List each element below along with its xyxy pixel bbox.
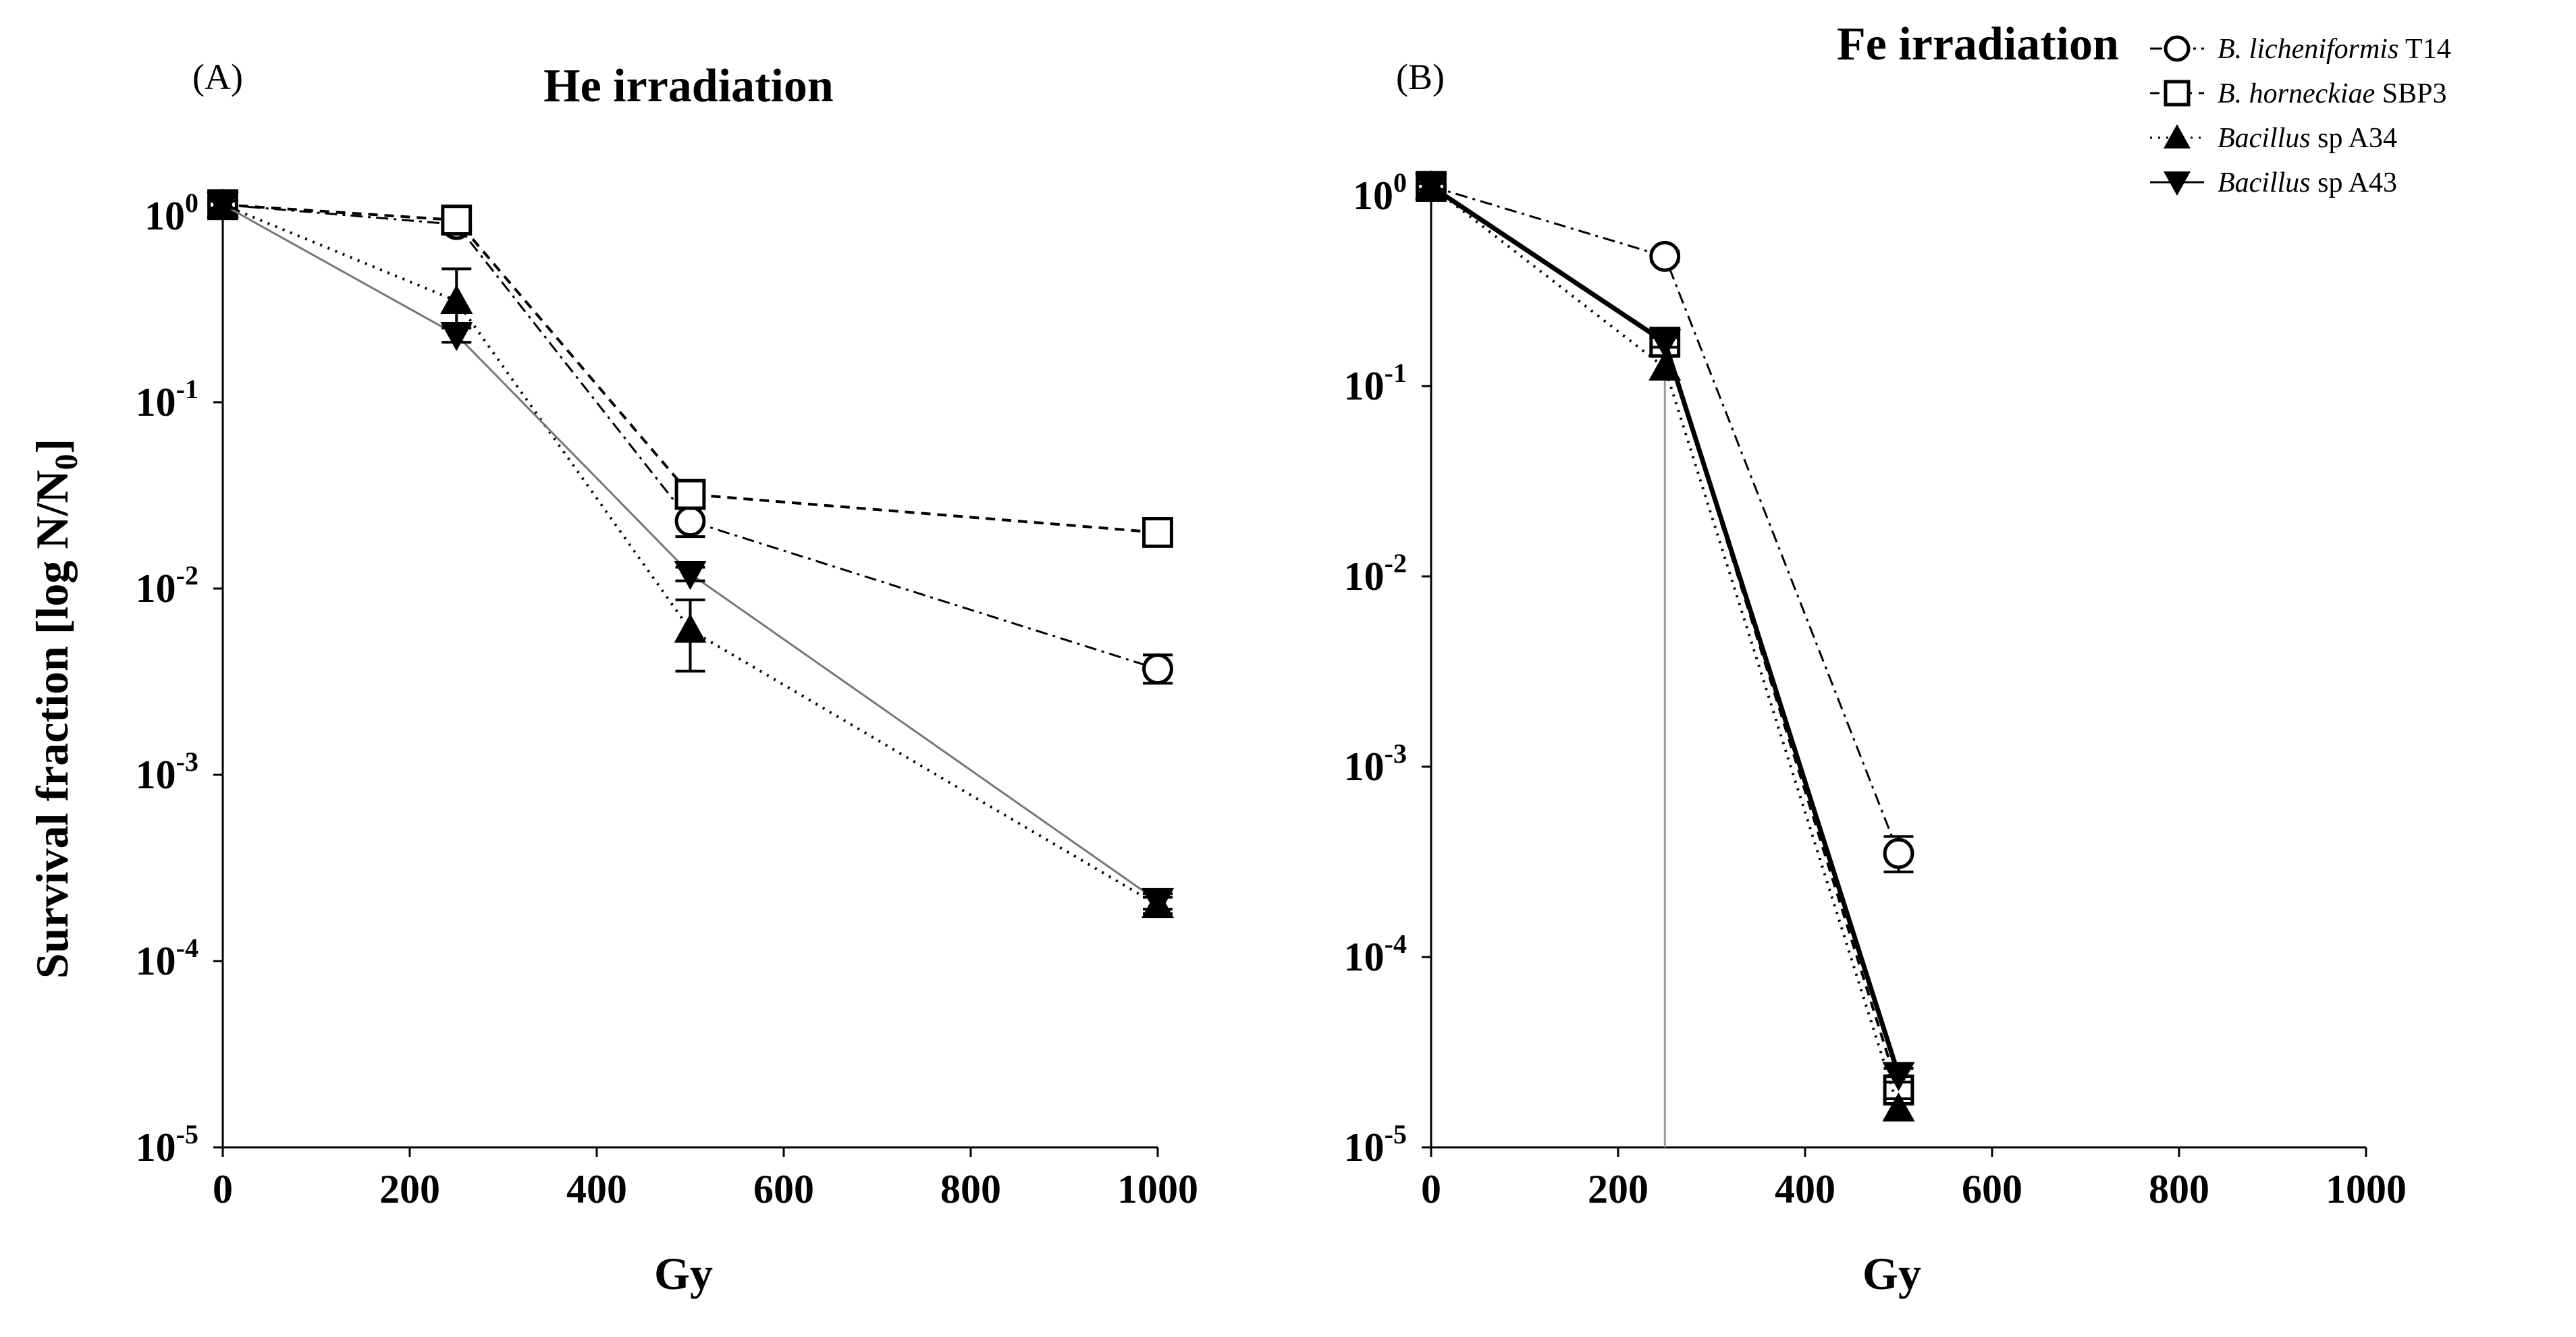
x-tick-label: 600	[753, 1167, 814, 1211]
data-point	[440, 321, 473, 352]
data-point	[207, 192, 239, 221]
x-tick-label: 400	[566, 1167, 627, 1211]
data-point	[1649, 240, 1681, 272]
data-point	[1882, 1062, 1915, 1091]
y-tick-label: 10-5	[136, 1119, 198, 1170]
y-tick-label: 10-1	[136, 374, 198, 425]
legend-label: Bacillus sp A43	[2218, 167, 2397, 198]
data-point	[1648, 329, 1682, 359]
series-line	[222, 203, 1158, 670]
x-tick-label: 1000	[1117, 1167, 1198, 1211]
series-line	[1430, 185, 1900, 854]
panel-label: (B)	[1396, 57, 1445, 97]
x-tick-label: 0	[1421, 1167, 1441, 1211]
legend-item: B. horneckiae SBP3	[2150, 78, 2446, 109]
data-point	[1142, 653, 1173, 685]
y-tick-label: 10-5	[1344, 1119, 1407, 1170]
legend-label: B. horneckiae SBP3	[2218, 78, 2446, 109]
x-axis-label: Gy	[1862, 1248, 1921, 1299]
series-line	[1430, 185, 1900, 1110]
y-tick-label: 10-2	[136, 560, 198, 611]
y-tick-label: 10-2	[1344, 548, 1407, 599]
y-tick-label: 10-4	[136, 933, 198, 983]
series-bacillus-sp-a34	[1415, 170, 1915, 1147]
panel-label: (A)	[192, 57, 243, 97]
x-tick-label: 0	[213, 1167, 233, 1211]
x-axis-label: Gy	[654, 1248, 713, 1299]
chart-title: Fe irradiation	[1837, 18, 2119, 70]
x-tick-label: 800	[940, 1167, 1001, 1211]
series-line	[222, 203, 1158, 902]
series-line	[222, 203, 1158, 534]
legend-item: Bacillus sp A43	[2150, 167, 2397, 198]
legend-item: Bacillus sp A34	[2150, 123, 2397, 154]
data-point	[441, 204, 473, 236]
x-tick-label: 600	[1962, 1167, 2022, 1211]
legend: B. licheniformis T14 B. horneckiae SBP3 Ba…	[2150, 34, 2451, 198]
panel-a: (A) He irradiation 100 10-1 10-2 10-3 10-4 10-5…	[26, 57, 1198, 1299]
x-tick-label: 200	[1588, 1167, 1648, 1211]
legend-label: B. licheniformis T14	[2218, 34, 2451, 65]
data-point	[1883, 838, 1914, 869]
y-tick-label: 10-4	[1344, 929, 1407, 979]
data-point	[1142, 517, 1173, 548]
data-point	[674, 613, 707, 643]
y-tick-label: 10-1	[1344, 358, 1407, 408]
x-tick-label: 800	[2149, 1167, 2209, 1211]
series-bacillus-sp-a34	[207, 188, 1174, 919]
y-tick-label: 10-3	[136, 746, 198, 797]
data-point	[1142, 888, 1174, 918]
chart-title: He irradiation	[543, 60, 834, 112]
data-point	[674, 506, 706, 537]
legend-item: B. licheniformis T14	[2150, 34, 2451, 65]
legend-marker	[2164, 171, 2191, 196]
legend-label: Bacillus sp A34	[2218, 123, 2397, 154]
y-tick-label: 100	[144, 188, 198, 238]
data-point	[674, 560, 707, 591]
x-tick-label: 400	[1775, 1167, 1835, 1211]
y-axis-label: Survival fraction [log N/N0]	[26, 439, 84, 979]
x-tick-label: 200	[379, 1167, 440, 1211]
data-point	[1882, 1092, 1915, 1122]
legend-marker	[2164, 35, 2191, 62]
series-bacillus-sp-a43	[207, 192, 1174, 918]
panel-b: (B) Fe irradiation 100 10-1 10-2 10-3 10-4 10-5…	[1344, 18, 2407, 1299]
series-line	[222, 203, 1159, 906]
legend-marker	[2164, 124, 2191, 148]
data-point	[1415, 173, 1447, 203]
data-point	[674, 479, 706, 510]
data-point	[440, 284, 473, 315]
y-tick-label: 100	[1353, 167, 1407, 218]
legend-marker	[2164, 80, 2191, 107]
x-tick-label: 1000	[2326, 1167, 2407, 1211]
y-tick-label: 10-3	[1344, 738, 1407, 789]
series-bacillus-sp-a43	[1415, 173, 1915, 1091]
series-b-horneckiae-sbp3	[207, 189, 1173, 548]
